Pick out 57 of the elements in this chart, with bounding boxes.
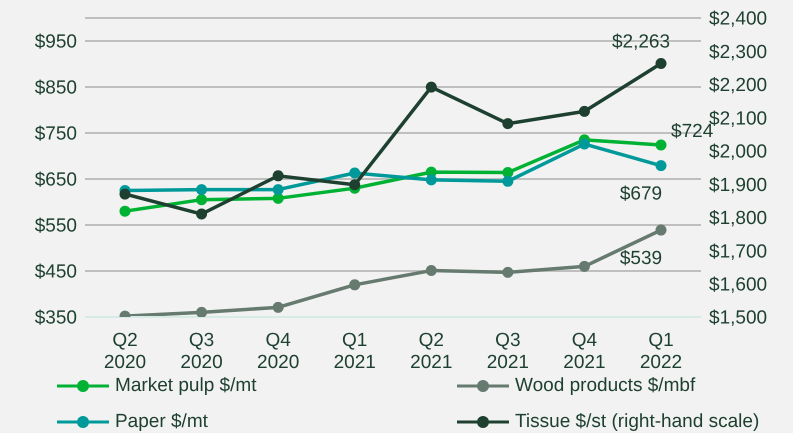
y-tick-label: $750 <box>34 124 77 145</box>
point <box>196 184 208 196</box>
y2-tick-label: $2,300 <box>709 42 768 63</box>
y-tick-label: $950 <box>34 32 77 53</box>
point <box>272 170 284 182</box>
legend-label: Wood products $/mbf <box>515 375 696 397</box>
x-tick-label: Q4 2020 <box>257 330 300 373</box>
x-tick-label: Q4 2021 <box>563 330 606 373</box>
point <box>502 118 514 130</box>
y2-tick-label: $2,400 <box>709 8 768 30</box>
point <box>272 184 284 196</box>
y-tick-label: $650 <box>34 170 77 191</box>
point <box>272 302 284 313</box>
point <box>349 179 360 190</box>
y2-tick-label: $1,600 <box>709 274 768 296</box>
point <box>656 160 666 172</box>
y2-tick-label: $2,200 <box>709 75 768 96</box>
x-tick-label: Q3 2021 <box>486 330 529 373</box>
y2-tick-label: $1,800 <box>709 208 768 230</box>
x-tick-label: Q1 2021 <box>334 330 376 373</box>
point <box>656 139 666 150</box>
legend-label: Paper $/mt <box>115 411 208 433</box>
point <box>120 206 130 217</box>
point <box>426 265 437 276</box>
point <box>502 176 514 187</box>
legend-label: Market pulp $/mt <box>115 375 256 397</box>
data-label: $539 <box>620 248 662 270</box>
x-tick-label: Q3 2020 <box>180 330 223 373</box>
point <box>656 58 666 70</box>
y-tick-label: $450 <box>34 262 77 283</box>
point <box>502 266 514 278</box>
y-tick-label: $850 <box>34 78 77 99</box>
point <box>578 260 590 272</box>
x-tick-label: Q2 2021 <box>410 330 452 373</box>
point <box>349 279 360 290</box>
point <box>120 188 130 200</box>
x-tick-label: Q1 2022 <box>640 330 682 373</box>
point <box>349 168 360 179</box>
point <box>196 306 208 317</box>
point <box>656 224 666 236</box>
point <box>578 138 590 150</box>
data-label: $2,263 <box>612 32 670 53</box>
point <box>578 106 590 117</box>
point <box>196 208 208 220</box>
y-tick-label: $350 <box>34 308 77 329</box>
x-tick-label: Q2 2020 <box>104 330 146 373</box>
y2-tick-label: $1,900 <box>709 174 768 196</box>
point <box>426 174 437 186</box>
point <box>272 192 284 204</box>
y2-tick-label: $2,000 <box>709 142 768 163</box>
point <box>196 194 208 206</box>
y-tick-label: $550 <box>34 216 77 237</box>
legend-label: Tissue $/st (right-hand scale) <box>515 411 760 433</box>
y2-tick-label: $1,500 <box>709 308 768 329</box>
data-label: $679 <box>620 184 662 205</box>
y2-tick-label: $1,700 <box>709 241 768 262</box>
point <box>426 82 437 93</box>
